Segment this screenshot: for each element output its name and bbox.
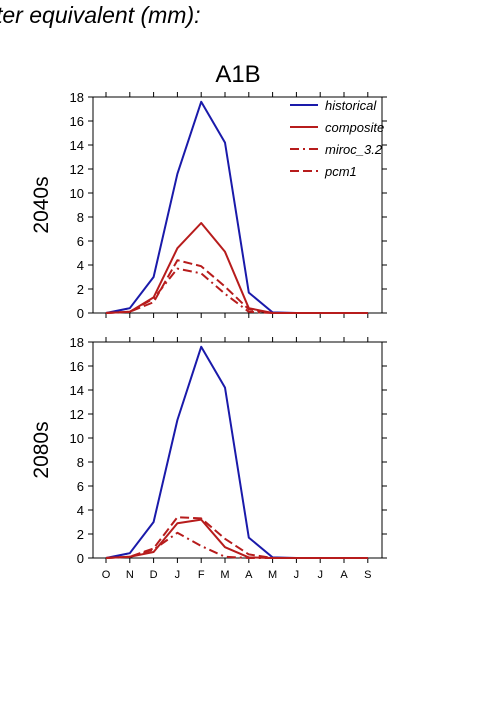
legend-label: historical: [325, 98, 377, 113]
x-tick-label: D: [150, 569, 158, 581]
y-tick-label: 6: [77, 479, 84, 494]
y-tick-label: 2: [77, 527, 84, 542]
y-tick-label: 12: [70, 407, 84, 422]
y-tick-label: 10: [70, 186, 84, 201]
y-tick-label: 8: [77, 210, 84, 225]
y-tick-label: 16: [70, 114, 84, 129]
y-tick-label: 0: [77, 306, 84, 321]
plot-frame: [92, 96, 383, 314]
series-line-pcm1: [105, 259, 368, 314]
x-tick-label: J: [317, 569, 323, 581]
panel-2080s: 0 2 4 6 8 10 12 14 16 18 O N D J F M A M J J A S 2080s: [30, 335, 387, 581]
x-tick-label: S: [364, 569, 371, 581]
y-tick-label: 14: [70, 138, 84, 153]
y-tick-label: 14: [70, 383, 84, 398]
legend-label: pcm1: [324, 164, 357, 179]
row-label: 2080s: [30, 421, 53, 478]
x-tick-label: O: [102, 569, 111, 581]
y-tick-label: 18: [70, 335, 84, 350]
y-tick-label: 4: [77, 503, 84, 518]
y-tick-label: 10: [70, 431, 84, 446]
x-tick-label: J: [175, 569, 181, 581]
y-tick-label: 2: [77, 282, 84, 297]
legend-label: miroc_3.2: [325, 142, 383, 157]
y-tick-label: 4: [77, 258, 84, 273]
panel-2040s: 0 2 4 6 8 10 12 14 16 18 2040s: [30, 90, 387, 321]
y-tick-label: 8: [77, 455, 84, 470]
x-tick-label: A: [245, 569, 253, 581]
series-line-historical: [105, 345, 368, 559]
plot-frame: [92, 341, 383, 559]
page-title: ter equivalent (mm):: [0, 2, 201, 28]
row-label: 2040s: [30, 176, 53, 233]
y-tick-label: 12: [70, 162, 84, 177]
x-tick-label: F: [198, 569, 205, 581]
y-tick-label: 18: [70, 90, 84, 105]
y-tick-label: 0: [77, 551, 84, 566]
x-tick-label: J: [294, 569, 300, 581]
x-tick-label: A: [340, 569, 348, 581]
x-tick-label: M: [220, 569, 229, 581]
legend: historical composite miroc_3.2 pcm1: [290, 98, 384, 179]
y-tick-label: 6: [77, 234, 84, 249]
legend-label: composite: [325, 120, 384, 135]
series-line-pcm1: [105, 516, 368, 559]
y-tick-label: 16: [70, 359, 84, 374]
x-tick-label: N: [126, 569, 134, 581]
x-tick-label: M: [268, 569, 277, 581]
series-line-composite: [105, 222, 368, 314]
scenario-title: A1B: [215, 61, 260, 88]
